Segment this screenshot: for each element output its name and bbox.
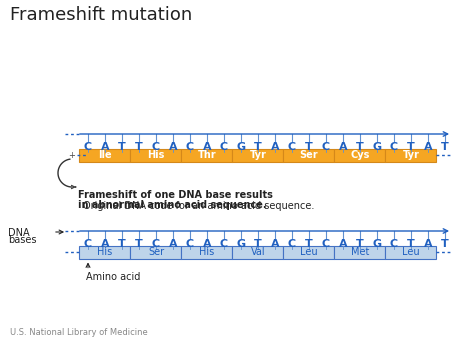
FancyBboxPatch shape [233,149,283,162]
Text: bases: bases [8,235,36,245]
Text: A: A [424,142,432,152]
FancyBboxPatch shape [283,149,335,162]
Text: A: A [100,239,109,249]
Text: A: A [339,142,347,152]
Text: T: T [135,239,143,249]
Text: C: C [186,142,194,152]
Text: C: C [220,142,228,152]
Text: Amino acid: Amino acid [86,273,140,282]
Text: T: T [118,142,126,152]
Text: T: T [441,142,449,152]
FancyBboxPatch shape [80,149,130,162]
Text: T: T [356,239,364,249]
Text: C: C [288,239,296,249]
Text: C: C [152,142,160,152]
Text: T: T [441,239,449,249]
Text: G: G [237,142,246,152]
FancyBboxPatch shape [182,149,233,162]
Text: A: A [169,239,177,249]
Text: Ser: Ser [148,247,164,257]
Text: C: C [84,142,92,152]
Text: A: A [203,239,211,249]
Text: +: + [68,150,75,159]
Text: A: A [339,239,347,249]
Text: Ile: Ile [98,150,112,160]
Text: C: C [322,239,330,249]
Text: His: His [97,247,113,257]
FancyBboxPatch shape [335,245,385,259]
Text: T: T [118,239,126,249]
FancyBboxPatch shape [130,245,182,259]
Text: C: C [390,239,398,249]
FancyBboxPatch shape [283,245,335,259]
Text: in abnormal amino acid sequence.: in abnormal amino acid sequence. [78,200,266,210]
Text: C: C [220,239,228,249]
Text: C: C [186,239,194,249]
Text: Val: Val [251,247,265,257]
Text: A: A [424,239,432,249]
Text: T: T [407,142,415,152]
Text: Leu: Leu [300,247,318,257]
FancyBboxPatch shape [80,245,130,259]
FancyBboxPatch shape [385,245,437,259]
Text: Leu: Leu [402,247,420,257]
Text: C: C [390,142,398,152]
Text: Thr: Thr [198,150,216,160]
Text: Tyr: Tyr [250,150,266,160]
Text: His: His [147,150,164,160]
Text: C: C [84,239,92,249]
Text: T: T [407,239,415,249]
Text: His: His [200,247,215,257]
Text: Frameshift of one DNA base results: Frameshift of one DNA base results [78,190,273,200]
Text: Frameshift mutation: Frameshift mutation [10,6,192,24]
Text: G: G [373,142,382,152]
Text: A: A [169,142,177,152]
Text: Ser: Ser [300,150,319,160]
Text: Original DNA code for an amino acid sequence.: Original DNA code for an amino acid sequ… [83,201,314,211]
Text: C: C [322,142,330,152]
Text: C: C [288,142,296,152]
Text: A: A [100,142,109,152]
Text: Met: Met [351,247,369,257]
FancyBboxPatch shape [130,149,182,162]
Text: T: T [254,142,262,152]
Text: Tyr: Tyr [402,150,419,160]
Text: T: T [305,239,313,249]
Text: U.S. National Library of Medicine: U.S. National Library of Medicine [10,328,148,337]
Text: T: T [305,142,313,152]
Text: A: A [271,142,279,152]
Text: DNA: DNA [8,228,29,238]
Text: C: C [152,239,160,249]
Text: G: G [373,239,382,249]
Text: Cys: Cys [350,150,370,160]
Text: A: A [271,239,279,249]
Text: T: T [135,142,143,152]
Text: G: G [237,239,246,249]
FancyBboxPatch shape [233,245,283,259]
FancyBboxPatch shape [182,245,233,259]
FancyBboxPatch shape [385,149,437,162]
FancyBboxPatch shape [335,149,385,162]
Text: T: T [254,239,262,249]
Text: A: A [203,142,211,152]
Text: T: T [356,142,364,152]
